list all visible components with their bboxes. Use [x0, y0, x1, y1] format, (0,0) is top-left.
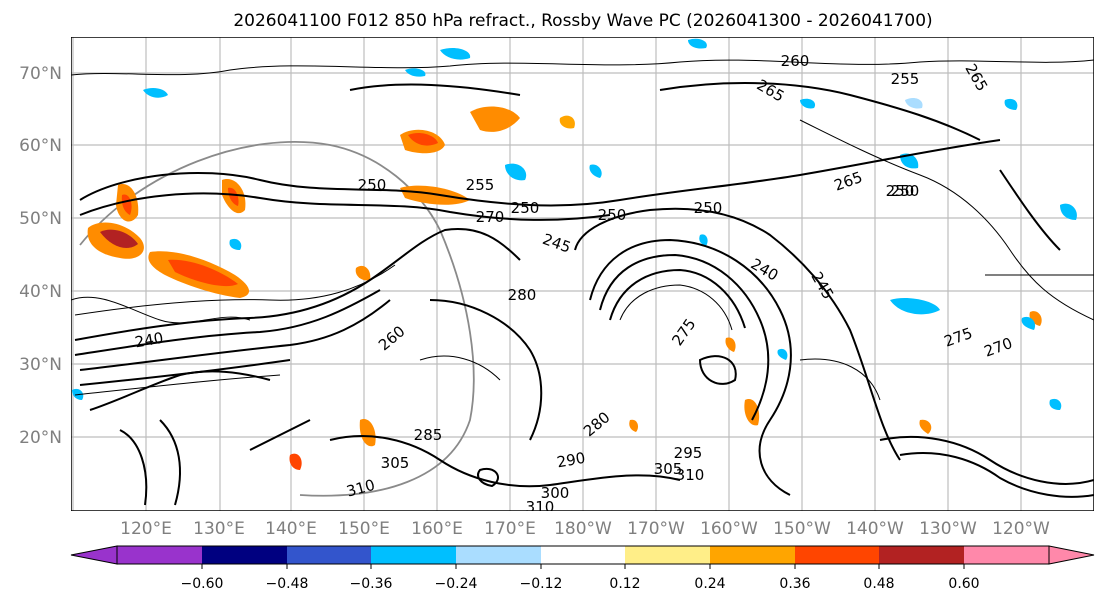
lat-label-40n: 40°N [19, 282, 62, 302]
lat-label-30n: 30°N [19, 355, 62, 375]
colorbar-tick-label: 0.48 [863, 576, 894, 592]
lon-label: 160°W [700, 519, 758, 539]
contour-label: 260 [781, 52, 810, 70]
colorbar-bin [456, 546, 541, 564]
contour-label: 305 [381, 454, 410, 472]
lon-label: 140°W [846, 519, 904, 539]
lon-label: 150°W [773, 519, 831, 539]
colorbar: −0.60 −0.48 −0.36 −0.24 −0.12 0.12 0.24 … [70, 545, 1095, 592]
colorbar-bin [202, 546, 287, 564]
contour-label: 250 [511, 199, 540, 217]
contour-label: 290 [555, 449, 586, 472]
colorbar-bin [964, 546, 1049, 564]
latitude-labels: 70°N 60°N 50°N 40°N 30°N 20°N [19, 64, 62, 448]
colorbar-extend-high [1048, 545, 1095, 565]
lon-label: 160°E [411, 519, 463, 539]
contour-label: 250 [694, 199, 723, 217]
lon-label: 130°W [919, 519, 977, 539]
colorbar-tick-label: 0.24 [694, 576, 725, 592]
contour-label: 310 [526, 498, 555, 516]
negative-anomaly-patches [72, 38, 1077, 410]
colorbar-tick-label: 0.12 [609, 576, 640, 592]
colorbar-tick-label: −0.48 [266, 576, 309, 592]
lon-label: 170°W [627, 519, 685, 539]
lon-label: 120°E [120, 519, 172, 539]
thin-contours [74, 264, 881, 401]
lat-label-50n: 50°N [19, 209, 62, 229]
contour-label: 250 [598, 206, 627, 224]
lon-label: 150°E [338, 519, 390, 539]
lat-label-60n: 60°N [19, 136, 62, 156]
contour-label: 300 [541, 484, 570, 502]
lon-label: 130°E [193, 519, 245, 539]
contour-label: 250 [891, 182, 920, 200]
colorbar-tick-marks [201, 564, 965, 569]
colorbar-tick-label: 0.60 [948, 576, 979, 592]
colorbar-tick-label: −0.60 [181, 576, 224, 592]
contour-label: 280 [508, 286, 537, 304]
contour-label: 240 [133, 329, 164, 352]
colorbar-tick-label: −0.12 [520, 576, 563, 592]
map-title: 2026041100 F012 850 hPa refract., Rossby… [233, 11, 932, 31]
colorbar-bin [541, 546, 625, 564]
colorbar-tick-label: −0.36 [350, 576, 393, 592]
colorbar-tick-label: −0.24 [435, 576, 478, 592]
contour-label: 310 [676, 466, 705, 484]
colorbar-bin [287, 546, 371, 564]
contour-label: 250 [886, 182, 915, 200]
longitude-labels: 120°E 130°E 140°E 150°E 160°E 170°E 180°… [120, 519, 1050, 539]
colorbar-bin [117, 546, 202, 564]
map-panel: 260 265 255 250 265 250 255 250 270 250 … [71, 37, 1094, 516]
region-outline [79, 141, 475, 497]
contour-label: 295 [674, 444, 703, 462]
colorbar-bin [710, 546, 795, 564]
lat-label-70n: 70°N [19, 64, 62, 84]
contour-label: 285 [414, 426, 443, 444]
colorbar-bin [879, 546, 964, 564]
contour-label: 270 [476, 208, 505, 226]
lon-label: 120°W [992, 519, 1050, 539]
colorbar-bin [625, 546, 710, 564]
contour-label: 305 [654, 460, 683, 478]
lon-label: 170°E [484, 519, 536, 539]
colorbar-tick-label: 0.36 [779, 576, 810, 592]
contour-label: 255 [891, 70, 920, 88]
contour-label: 250 [358, 176, 387, 194]
colorbar-bin [371, 546, 456, 564]
coastlines [71, 59, 1094, 324]
contour-label: 255 [466, 176, 495, 194]
colorbar-bin [795, 546, 879, 564]
lon-label: 140°E [265, 519, 317, 539]
lon-label: 180°W [554, 519, 612, 539]
colorbar-extend-low [70, 545, 118, 565]
lat-label-20n: 20°N [19, 428, 62, 448]
